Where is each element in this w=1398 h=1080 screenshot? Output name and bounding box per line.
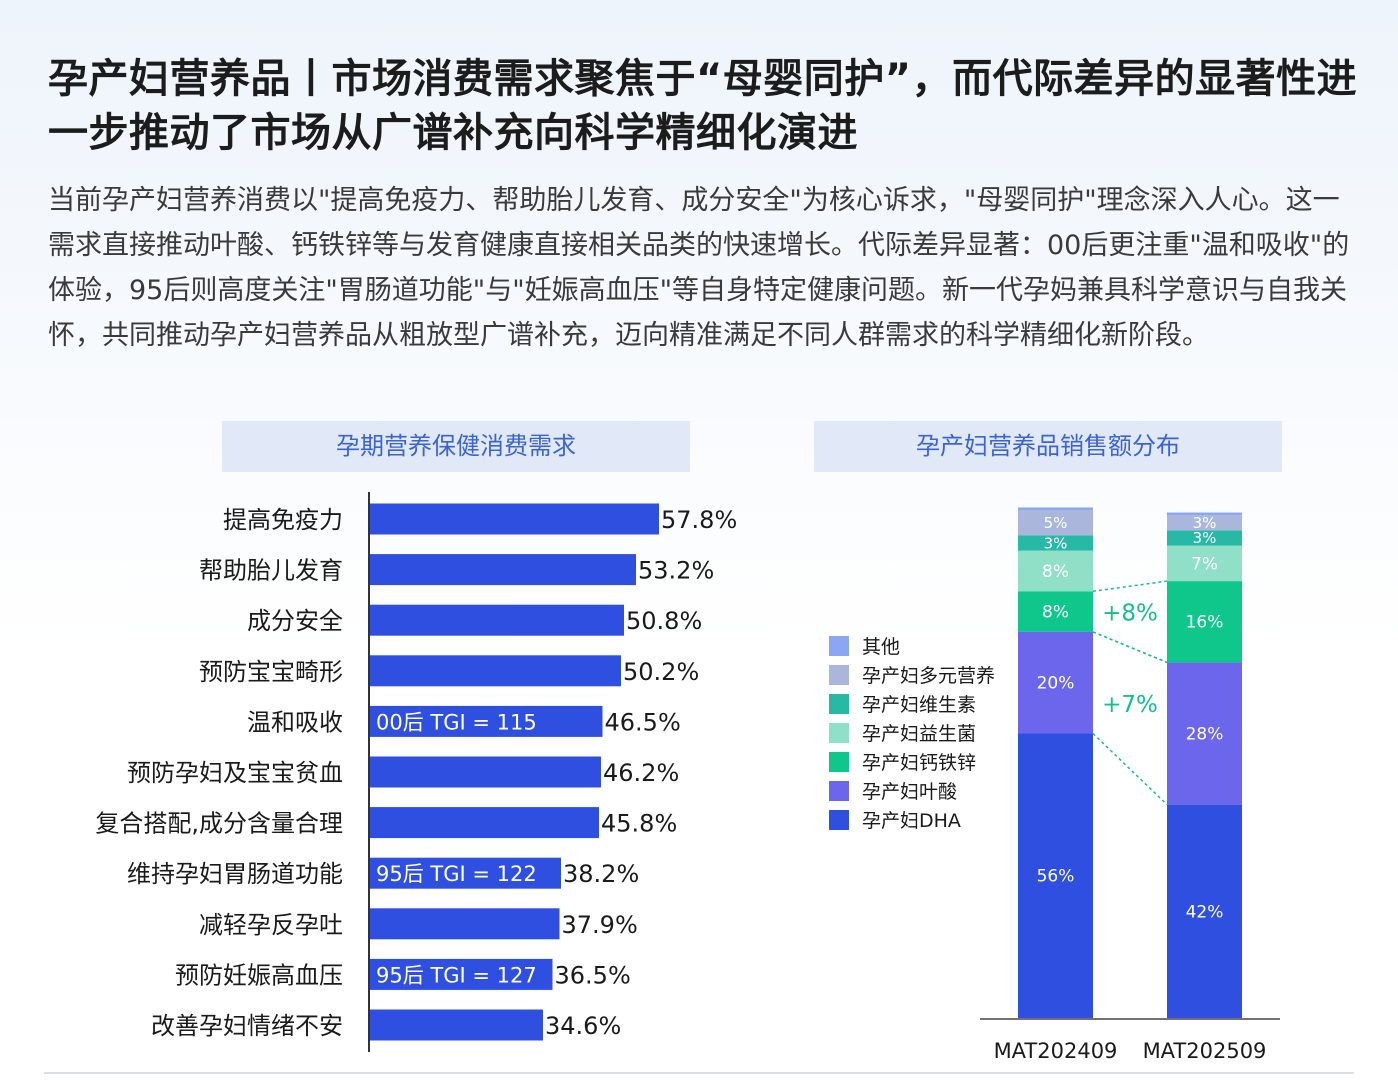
demand-chart-title: 孕期营养保健消费需求 [222, 421, 690, 472]
sales-segment-label: 5% [1044, 514, 1068, 532]
demand-category-label: 复合搭配,成分含量合理 [95, 810, 343, 838]
sales-connector-line [1092, 732, 1168, 806]
sales-growth-annotation: +8% [1102, 601, 1158, 627]
sales-segment [1167, 545, 1242, 582]
tgi-annotation: 95后 TGI = 127 [376, 963, 537, 987]
sales-segment [1167, 662, 1242, 805]
sales-segment-label: 42% [1186, 902, 1224, 922]
demand-bar [370, 554, 636, 586]
demand-bar [370, 908, 560, 940]
sales-segment [1167, 530, 1242, 546]
demand-category-label: 温和吸收 [247, 708, 343, 736]
sales-legend-swatch [829, 781, 849, 801]
sales-segment-label: 3% [1044, 534, 1068, 552]
sales-legend-swatch [829, 636, 849, 656]
demand-value-label: 53.2% [638, 557, 714, 585]
demand-category-label: 预防孕妇及宝宝贫血 [127, 759, 343, 787]
demand-category-label: 减轻孕反孕吐 [199, 911, 343, 939]
demand-value-label: 50.2% [623, 658, 699, 686]
sales-segment-label: 8% [1042, 562, 1069, 582]
sales-category-label: MAT202509 [1143, 1039, 1267, 1063]
sales-segment [1018, 733, 1093, 1018]
bottom-divider [44, 1072, 1354, 1074]
sales-connector-line [1092, 631, 1168, 664]
sales-segment [1018, 535, 1093, 551]
sales-segment [1167, 512, 1242, 516]
page-description: 当前孕产妇营养消费以"提高免疫力、帮助胎儿发育、成分安全"为核心诉求，"母婴同护… [48, 185, 1350, 351]
demand-bar [370, 503, 659, 535]
sales-segment [1018, 510, 1093, 536]
sales-segment-label: 3% [1193, 529, 1217, 547]
demand-value-label: 34.6% [545, 1012, 621, 1040]
demand-category-label: 预防宝宝畸形 [199, 658, 343, 686]
sales-legend-label: 孕产妇DHA [862, 810, 961, 832]
demand-bar [370, 857, 561, 889]
demand-category-label: 提高免疫力 [223, 506, 343, 534]
demand-category-label: 成分安全 [247, 607, 343, 635]
demand-bar [370, 705, 603, 737]
demand-value-label: 57.8% [661, 506, 737, 534]
sales-connector-line [1092, 580, 1168, 593]
sales-legend-swatch [829, 723, 849, 743]
tgi-annotation: 95后 TGI = 122 [376, 862, 537, 886]
sales-legend-label: 孕产妇钙铁锌 [862, 752, 976, 774]
sales-legend-label: 孕产妇维生素 [862, 694, 976, 716]
demand-value-label: 36.5% [555, 961, 631, 989]
page-title: 孕产妇营养品丨市场消费需求聚焦于“母婴同护”，而代际差异的显著性进一步推动了市场… [48, 56, 1358, 156]
sales-segment-label: 28% [1186, 724, 1224, 744]
demand-value-label: 45.8% [601, 810, 677, 838]
sales-legend-swatch [829, 665, 849, 685]
demand-bar [370, 604, 624, 636]
sales-segment [1018, 507, 1093, 510]
demand-category-label: 维持孕妇胃肠道功能 [127, 860, 343, 888]
sales-legend-swatch [829, 694, 849, 714]
sales-legend-label: 其他 [862, 636, 900, 658]
demand-bar [370, 655, 621, 687]
sales-segment-label: 16% [1186, 613, 1224, 633]
sales-segment [1018, 591, 1093, 632]
sales-segment [1167, 804, 1242, 1018]
demand-value-label: 46.5% [605, 708, 681, 736]
sales-legend-label: 孕产妇叶酸 [862, 781, 957, 803]
demand-value-label: 38.2% [563, 860, 639, 888]
demand-bar [370, 807, 599, 839]
sales-legend-swatch [829, 752, 849, 772]
sales-growth-annotation: +7% [1102, 692, 1158, 718]
sales-segment-label: 7% [1191, 554, 1218, 574]
demand-value-label: 37.9% [562, 911, 638, 939]
sales-legend-label: 孕产妇多元营养 [862, 665, 995, 687]
sales-segment [1167, 581, 1242, 663]
sales-legend-swatch [829, 810, 849, 830]
sales-segment [1167, 515, 1242, 531]
demand-category-label: 帮助胎儿发育 [199, 557, 343, 585]
sales-segment-label: 3% [1193, 514, 1217, 532]
sales-segment-label: 8% [1042, 603, 1069, 623]
tgi-annotation: 00后 TGI = 115 [376, 710, 537, 734]
sales-category-label: MAT202409 [994, 1039, 1118, 1063]
demand-value-label: 46.2% [603, 759, 679, 787]
sales-segment-label: 20% [1037, 674, 1075, 694]
demand-bar [370, 958, 553, 990]
demand-value-label: 50.8% [626, 607, 702, 635]
sales-chart-title: 孕产妇营养品销售额分布 [814, 421, 1282, 472]
demand-bar [370, 756, 601, 788]
sales-segment [1018, 631, 1093, 734]
sales-segment [1018, 550, 1093, 592]
sales-legend-label: 孕产妇益生菌 [862, 723, 976, 745]
sales-segment-label: 56% [1037, 867, 1075, 887]
demand-category-label: 改善孕妇情绪不安 [151, 1012, 343, 1040]
demand-bar [370, 1009, 543, 1041]
demand-category-label: 预防妊娠高血压 [175, 961, 343, 989]
